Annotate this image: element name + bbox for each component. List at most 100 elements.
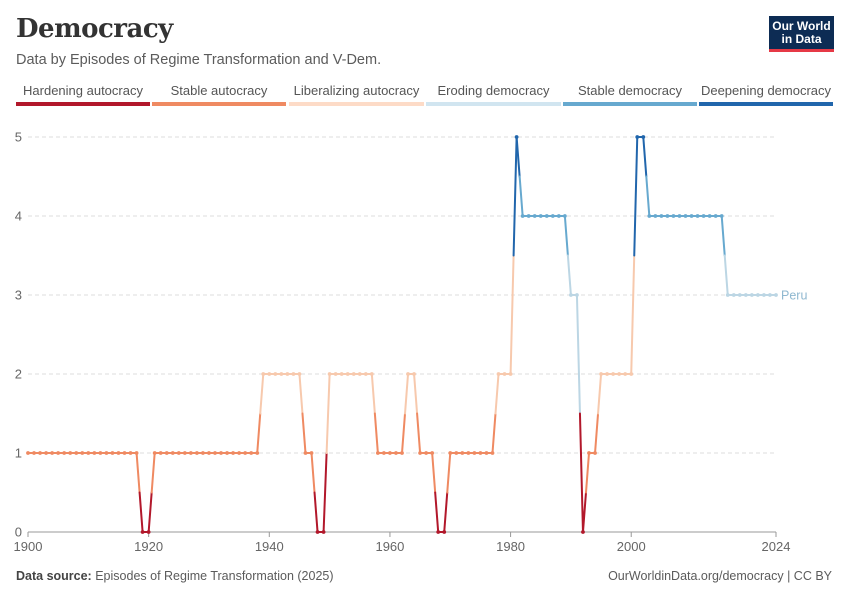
x-tick-label: 1900: [14, 539, 43, 554]
data-point: [201, 451, 205, 455]
series-segment: [135, 452, 141, 494]
data-point: [484, 451, 489, 455]
data-point: [357, 372, 362, 376]
series-segment: [566, 254, 572, 296]
data-point: [731, 293, 736, 297]
data-point: [593, 451, 597, 455]
legend-label: Deepening democracy: [700, 83, 832, 98]
data-point: [532, 214, 537, 218]
data-point: [32, 451, 36, 455]
data-point: [315, 530, 320, 534]
x-tick-label: 1980: [496, 539, 525, 554]
series-segment: [443, 491, 449, 533]
data-point: [388, 451, 392, 455]
series-segment: [578, 412, 584, 533]
series-segment: [518, 175, 524, 217]
series-segment: [581, 491, 587, 533]
series-segment: [322, 452, 328, 533]
data-point: [502, 372, 507, 376]
series-segment: [298, 373, 304, 415]
data-point: [26, 451, 30, 455]
legend-label: Stable autocracy: [170, 83, 268, 98]
data-point: [677, 214, 682, 218]
data-point: [56, 451, 61, 455]
data-point: [176, 451, 181, 455]
legend-swatch: [16, 102, 150, 106]
series-segment: [594, 412, 600, 454]
data-point: [195, 451, 199, 455]
data-point: [182, 451, 187, 455]
owid-logo[interactable]: Our World in Data: [769, 16, 834, 52]
legend-item-stable-democracy[interactable]: Stable democracy: [563, 83, 697, 107]
data-point: [749, 293, 754, 297]
data-point: [273, 372, 278, 376]
source-text[interactable]: Episodes of Regime Transformation (2025): [95, 569, 334, 583]
data-point: [725, 293, 730, 297]
data-point: [140, 530, 145, 534]
series-segment: [301, 412, 307, 454]
data-point: [605, 372, 609, 376]
y-tick-label: 1: [15, 446, 22, 461]
y-tick-label: 2: [15, 367, 22, 382]
data-point: [375, 451, 380, 455]
data-point: [122, 451, 127, 455]
data-point: [188, 451, 193, 455]
legend-item-liberalizing-autocracy[interactable]: Liberalizing autocracy: [289, 83, 424, 107]
series-segment: [138, 491, 144, 533]
legend-item-hardening-autocracy[interactable]: Hardening autocracy: [16, 83, 150, 107]
series-segment: [310, 452, 316, 494]
data-point: [737, 293, 742, 297]
data-point: [707, 214, 712, 218]
data-point: [146, 530, 151, 534]
data-point: [333, 372, 338, 376]
series-segment: [723, 254, 729, 296]
x-tick-label: 1960: [375, 539, 404, 554]
series-segment: [645, 175, 651, 217]
data-point: [207, 451, 211, 455]
data-point: [478, 451, 483, 455]
x-tick-label: 2024: [762, 539, 791, 554]
series-segment: [597, 373, 603, 415]
data-point: [581, 530, 585, 534]
line-chart[interactable]: 0 1 2 3 4 5 1900 1920 1940 1960 1980 2000 2024 Peru: [0, 120, 850, 560]
data-point: [514, 135, 519, 139]
data-point: [363, 372, 368, 376]
data-point: [647, 214, 652, 218]
data-point: [436, 530, 441, 534]
legend-swatch: [699, 102, 833, 106]
data-point: [351, 372, 356, 376]
data-point: [683, 214, 688, 218]
data-point: [110, 451, 115, 455]
data-point: [249, 451, 254, 455]
data-point: [587, 451, 591, 455]
legend-item-deepening-democracy[interactable]: Deepening democracy: [699, 83, 833, 107]
legend-item-stable-autocracy[interactable]: Stable autocracy: [152, 83, 286, 107]
series-segment: [404, 373, 410, 415]
data-point: [611, 372, 616, 376]
chart-title: Democracy: [16, 14, 173, 44]
data-point: [170, 451, 175, 455]
data-point: [267, 372, 272, 376]
data-point: [659, 214, 664, 218]
footer-credit[interactable]: OurWorldinData.org/democracy | CC BY: [608, 569, 832, 583]
series-segment: [512, 136, 518, 257]
data-point: [701, 214, 706, 218]
data-point: [460, 451, 465, 455]
data-point: [623, 372, 628, 376]
data-point: [762, 293, 766, 297]
legend-item-eroding-democracy[interactable]: Eroding democracy: [426, 83, 561, 107]
data-point: [303, 451, 308, 455]
data-point: [508, 372, 513, 376]
series-segment: [720, 215, 726, 257]
x-tick-label: 1940: [255, 539, 284, 554]
series-segment: [563, 215, 569, 257]
data-point: [345, 372, 350, 376]
series-label-peru: Peru: [781, 289, 807, 303]
legend: Hardening autocracy Stable autocracy Lib…: [16, 83, 833, 107]
data-point: [369, 372, 374, 376]
source-label: Data source:: [16, 569, 92, 583]
legend-swatch: [289, 102, 424, 106]
data-point: [412, 372, 416, 376]
data-point: [309, 451, 314, 455]
data-point: [454, 451, 459, 455]
